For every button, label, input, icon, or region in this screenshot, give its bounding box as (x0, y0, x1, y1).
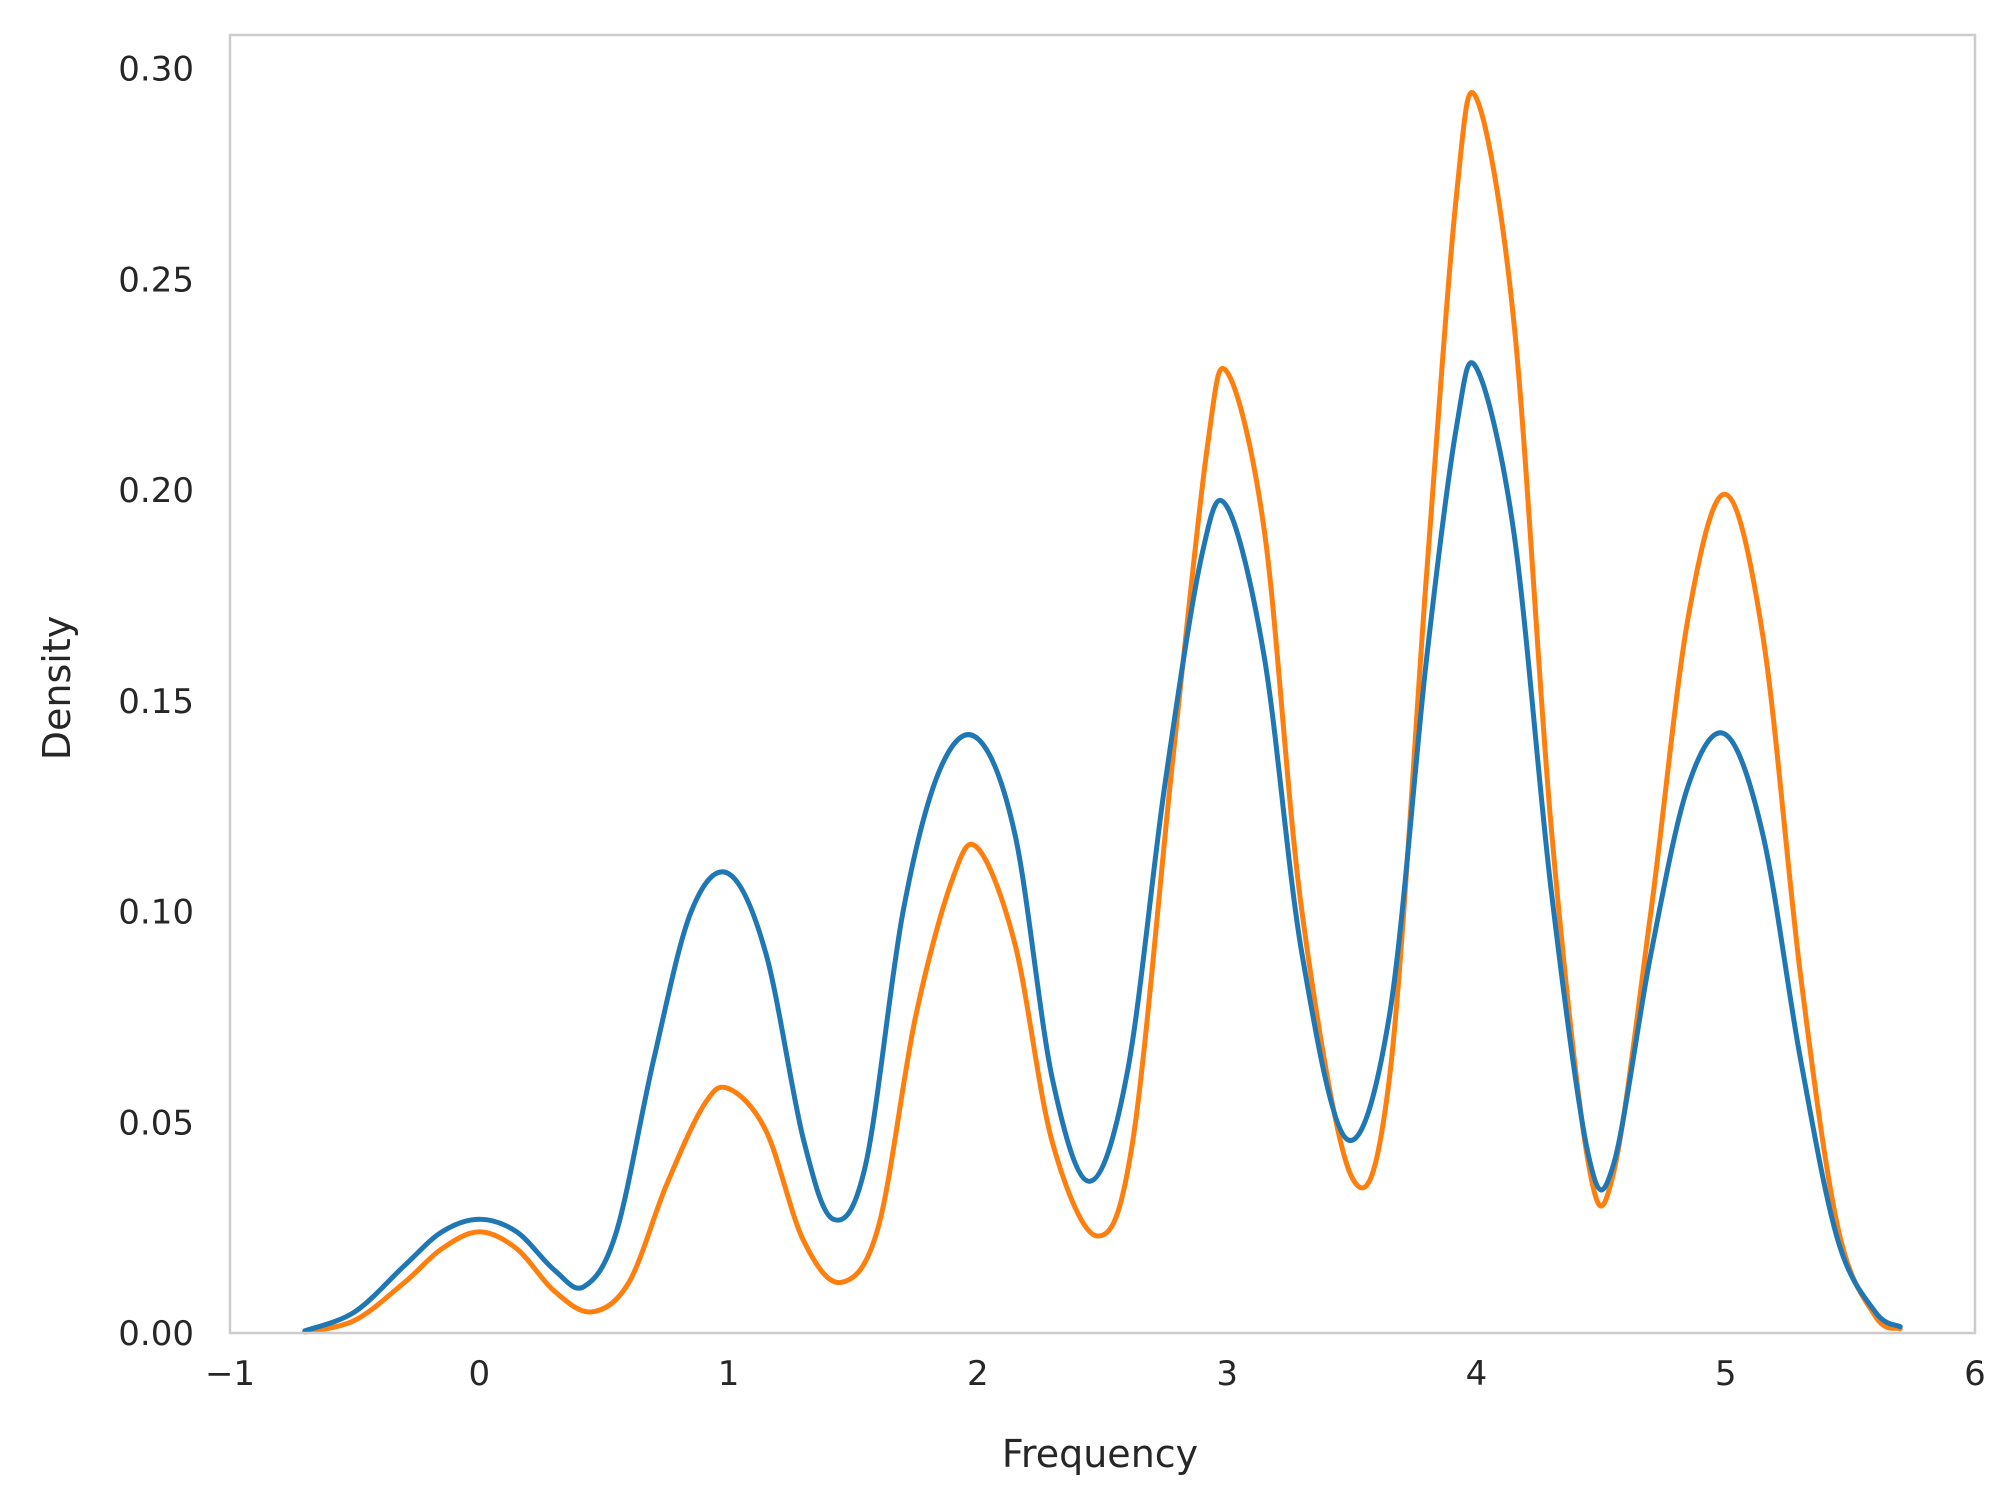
plot-frame (228, 33, 1977, 1335)
x-tick-label: 2 (967, 1354, 989, 1394)
y-axis: 0.00 0.05 0.10 0.15 0.20 0.25 0.30 (118, 50, 194, 1354)
series-orange-line (302, 90, 1903, 1335)
x-tick-label: 5 (1715, 1354, 1737, 1394)
x-tick-label: 6 (1964, 1354, 1986, 1394)
x-tick-label: 4 (1466, 1354, 1488, 1394)
x-tick-label: 1 (718, 1354, 740, 1394)
x-tick-label: 3 (1216, 1354, 1238, 1394)
plot-area (228, 33, 1977, 1335)
y-axis-label: Density (35, 616, 79, 760)
x-tick-label: 0 (468, 1354, 490, 1394)
y-tick-label: 0.25 (118, 260, 194, 300)
y-tick-label: 0.20 (118, 471, 194, 511)
series-blue-line (302, 360, 1903, 1334)
x-axis: −1 0 1 2 3 4 5 6 (205, 1354, 1986, 1394)
y-tick-label: 0.00 (118, 1314, 194, 1354)
x-tick-label: −1 (205, 1354, 255, 1394)
y-tick-label: 0.30 (118, 50, 194, 90)
y-tick-label: 0.15 (118, 682, 194, 722)
x-axis-label: Frequency (1002, 1432, 1198, 1476)
y-tick-label: 0.05 (118, 1103, 194, 1143)
y-tick-label: 0.10 (118, 893, 194, 933)
